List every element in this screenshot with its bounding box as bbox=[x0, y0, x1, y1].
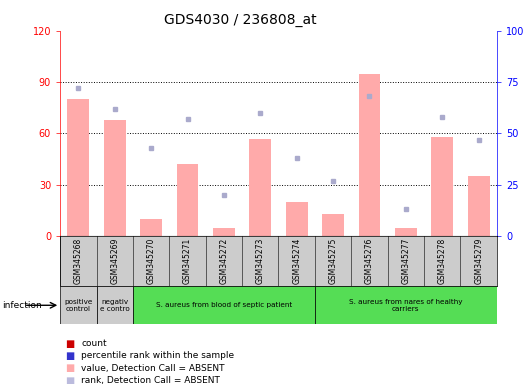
Bar bbox=[140, 219, 162, 236]
Text: S. aureus from nares of healthy
carriers: S. aureus from nares of healthy carriers bbox=[349, 299, 463, 312]
Bar bbox=[322, 214, 344, 236]
Text: GSM345275: GSM345275 bbox=[328, 238, 337, 284]
Text: value, Detection Call = ABSENT: value, Detection Call = ABSENT bbox=[81, 364, 224, 373]
Bar bbox=[431, 137, 453, 236]
Text: rank, Detection Call = ABSENT: rank, Detection Call = ABSENT bbox=[81, 376, 220, 384]
Text: negativ
e contro: negativ e contro bbox=[100, 299, 130, 312]
Text: GSM345278: GSM345278 bbox=[438, 238, 447, 284]
Text: S. aureus from blood of septic patient: S. aureus from blood of septic patient bbox=[156, 302, 292, 308]
Text: GSM345271: GSM345271 bbox=[183, 238, 192, 284]
Text: percentile rank within the sample: percentile rank within the sample bbox=[81, 351, 234, 361]
Bar bbox=[315, 286, 497, 324]
Text: GSM345276: GSM345276 bbox=[365, 238, 374, 284]
Bar bbox=[67, 99, 89, 236]
Bar bbox=[177, 164, 198, 236]
Text: GSM345273: GSM345273 bbox=[256, 238, 265, 284]
Bar bbox=[97, 286, 133, 324]
Bar bbox=[60, 286, 97, 324]
Bar bbox=[286, 202, 308, 236]
Text: GSM345279: GSM345279 bbox=[474, 238, 483, 284]
Bar bbox=[133, 286, 315, 324]
Text: GSM345269: GSM345269 bbox=[110, 238, 119, 284]
Bar bbox=[249, 139, 271, 236]
Text: count: count bbox=[81, 339, 107, 348]
Bar bbox=[359, 73, 380, 236]
Text: positive
control: positive control bbox=[64, 299, 93, 312]
Text: ■: ■ bbox=[65, 339, 75, 349]
Text: GSM345270: GSM345270 bbox=[146, 238, 156, 284]
Bar bbox=[213, 228, 235, 236]
Bar bbox=[395, 228, 417, 236]
Text: GDS4030 / 236808_at: GDS4030 / 236808_at bbox=[164, 13, 317, 27]
Text: GSM345268: GSM345268 bbox=[74, 238, 83, 284]
Bar bbox=[104, 120, 126, 236]
Text: GSM345274: GSM345274 bbox=[292, 238, 301, 284]
Bar bbox=[468, 176, 490, 236]
Text: infection: infection bbox=[3, 301, 42, 310]
Text: GSM345277: GSM345277 bbox=[401, 238, 411, 284]
Text: GSM345272: GSM345272 bbox=[220, 238, 229, 284]
Text: ■: ■ bbox=[65, 376, 75, 384]
Text: ■: ■ bbox=[65, 363, 75, 373]
Text: ■: ■ bbox=[65, 351, 75, 361]
